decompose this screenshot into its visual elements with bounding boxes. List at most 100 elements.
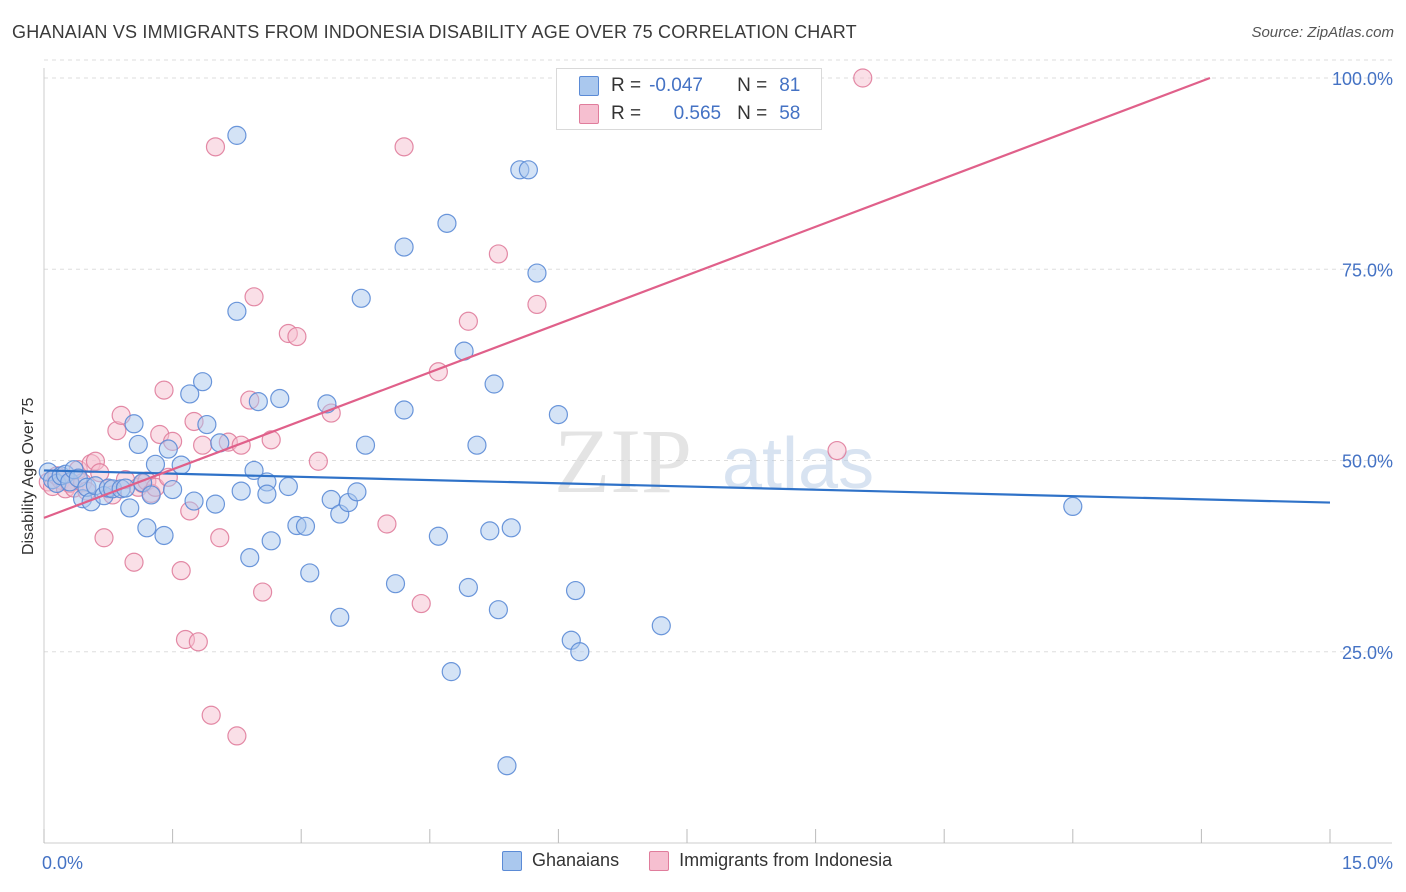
- data-point: [385, 574, 406, 594]
- data-point: [253, 582, 273, 602]
- data-point: [497, 756, 517, 776]
- data-point: [205, 494, 226, 514]
- data-point: [248, 391, 268, 412]
- data-point: [244, 287, 264, 307]
- legend-r-value: 0.565: [673, 103, 722, 124]
- x-tick-labels: 0.0% 15.0%: [42, 853, 1393, 873]
- data-point: [518, 160, 538, 180]
- data-point: [411, 593, 431, 614]
- data-point: [141, 485, 161, 505]
- data-point: [488, 244, 508, 264]
- data-point: [158, 439, 178, 459]
- legend-r-label: R =: [611, 75, 642, 96]
- data-point: [227, 301, 247, 321]
- legend-n-label: N =: [737, 75, 768, 96]
- data-point: [261, 430, 281, 450]
- legend-swatch-blue: [579, 76, 599, 96]
- series-indonesia-points: [38, 68, 873, 746]
- data-point: [437, 213, 457, 233]
- legend-item-ghanaians: Ghanaians: [502, 850, 619, 871]
- y-axis-label: Disability Age Over 75: [20, 397, 37, 555]
- watermark-zip: ZIP: [554, 410, 692, 512]
- data-point: [201, 705, 221, 725]
- data-point: [347, 482, 367, 502]
- data-point: [295, 516, 316, 536]
- data-point: [193, 435, 213, 455]
- axes: [43, 68, 1392, 844]
- data-point: [394, 400, 414, 420]
- legend-swatch-pink: [579, 104, 599, 124]
- data-point: [205, 137, 226, 157]
- data-point: [308, 451, 328, 471]
- data-point: [227, 726, 247, 746]
- data-point: [261, 531, 281, 551]
- y-tick-labels: 25.0% 50.0% 75.0% 100.0%: [1332, 69, 1393, 663]
- legend-row-indonesia: R = 0.565 N = 58: [579, 101, 800, 127]
- data-point: [270, 388, 290, 409]
- data-point: [458, 577, 478, 598]
- data-point: [120, 498, 140, 518]
- correlation-legend: R = -0.047 N = 81 R = 0.565 N = 58: [556, 68, 822, 130]
- data-point: [548, 405, 569, 425]
- trend-lines: [43, 76, 1331, 519]
- data-point: [145, 454, 166, 474]
- data-point: [394, 137, 414, 157]
- data-point: [394, 237, 414, 257]
- legend-n-label: N =: [737, 103, 768, 124]
- data-point: [527, 263, 547, 283]
- data-point: [124, 552, 144, 572]
- y-tick-label: 75.0%: [1342, 260, 1393, 280]
- data-point: [240, 548, 260, 568]
- data-point: [124, 414, 144, 434]
- data-point: [428, 526, 448, 546]
- y-tick-label: 50.0%: [1342, 452, 1393, 472]
- legend-r-label: R =: [611, 103, 642, 124]
- data-point: [231, 481, 251, 501]
- data-point: [171, 561, 191, 581]
- data-point: [651, 616, 671, 636]
- data-point: [300, 563, 320, 583]
- data-point: [257, 484, 277, 504]
- data-point: [377, 514, 397, 534]
- data-point: [355, 435, 376, 455]
- data-point: [227, 125, 247, 145]
- data-point: [210, 528, 230, 548]
- data-point: [527, 294, 547, 315]
- watermark-atlas: atlas: [722, 424, 874, 504]
- data-point: [1063, 496, 1083, 516]
- legend-swatch-pink: [649, 850, 670, 871]
- data-point: [480, 521, 500, 541]
- data-point: [488, 600, 508, 620]
- series-ghanaians-points: [38, 125, 1083, 776]
- data-point: [154, 525, 174, 546]
- legend-swatch-blue: [502, 850, 522, 871]
- data-point: [570, 642, 590, 662]
- legend-item-indonesia: Immigrants from Indonesia: [649, 850, 892, 871]
- data-point: [565, 580, 586, 601]
- x-tick-label: 15.0%: [1342, 853, 1393, 873]
- y-tick-label: 25.0%: [1342, 643, 1393, 663]
- source-credit: Source: ZipAtlas.com: [1251, 24, 1394, 41]
- legend-r-value: -0.047: [649, 75, 703, 96]
- data-point: [163, 479, 183, 500]
- legend-n-value: 81: [779, 75, 801, 96]
- data-point: [154, 380, 174, 400]
- y-tick-label: 100.0%: [1332, 69, 1393, 89]
- data-point: [188, 632, 208, 652]
- legend-label-ghanaians: Ghanaians: [532, 850, 620, 870]
- trend-line-indonesia: [43, 76, 1211, 519]
- data-point: [351, 288, 371, 308]
- data-point: [278, 476, 298, 497]
- trend-line-ghanaians: [43, 469, 1331, 504]
- data-point: [193, 372, 213, 392]
- chart-title: GHANAIAN VS IMMIGRANTS FROM INDONESIA DI…: [12, 22, 857, 42]
- legend-n-value: 58: [779, 103, 801, 124]
- data-point: [827, 440, 847, 461]
- data-point: [501, 518, 521, 538]
- data-point: [484, 374, 504, 394]
- data-point: [128, 434, 148, 455]
- x-tick-label: 0.0%: [42, 853, 83, 873]
- data-point: [467, 435, 487, 455]
- data-point: [853, 68, 873, 88]
